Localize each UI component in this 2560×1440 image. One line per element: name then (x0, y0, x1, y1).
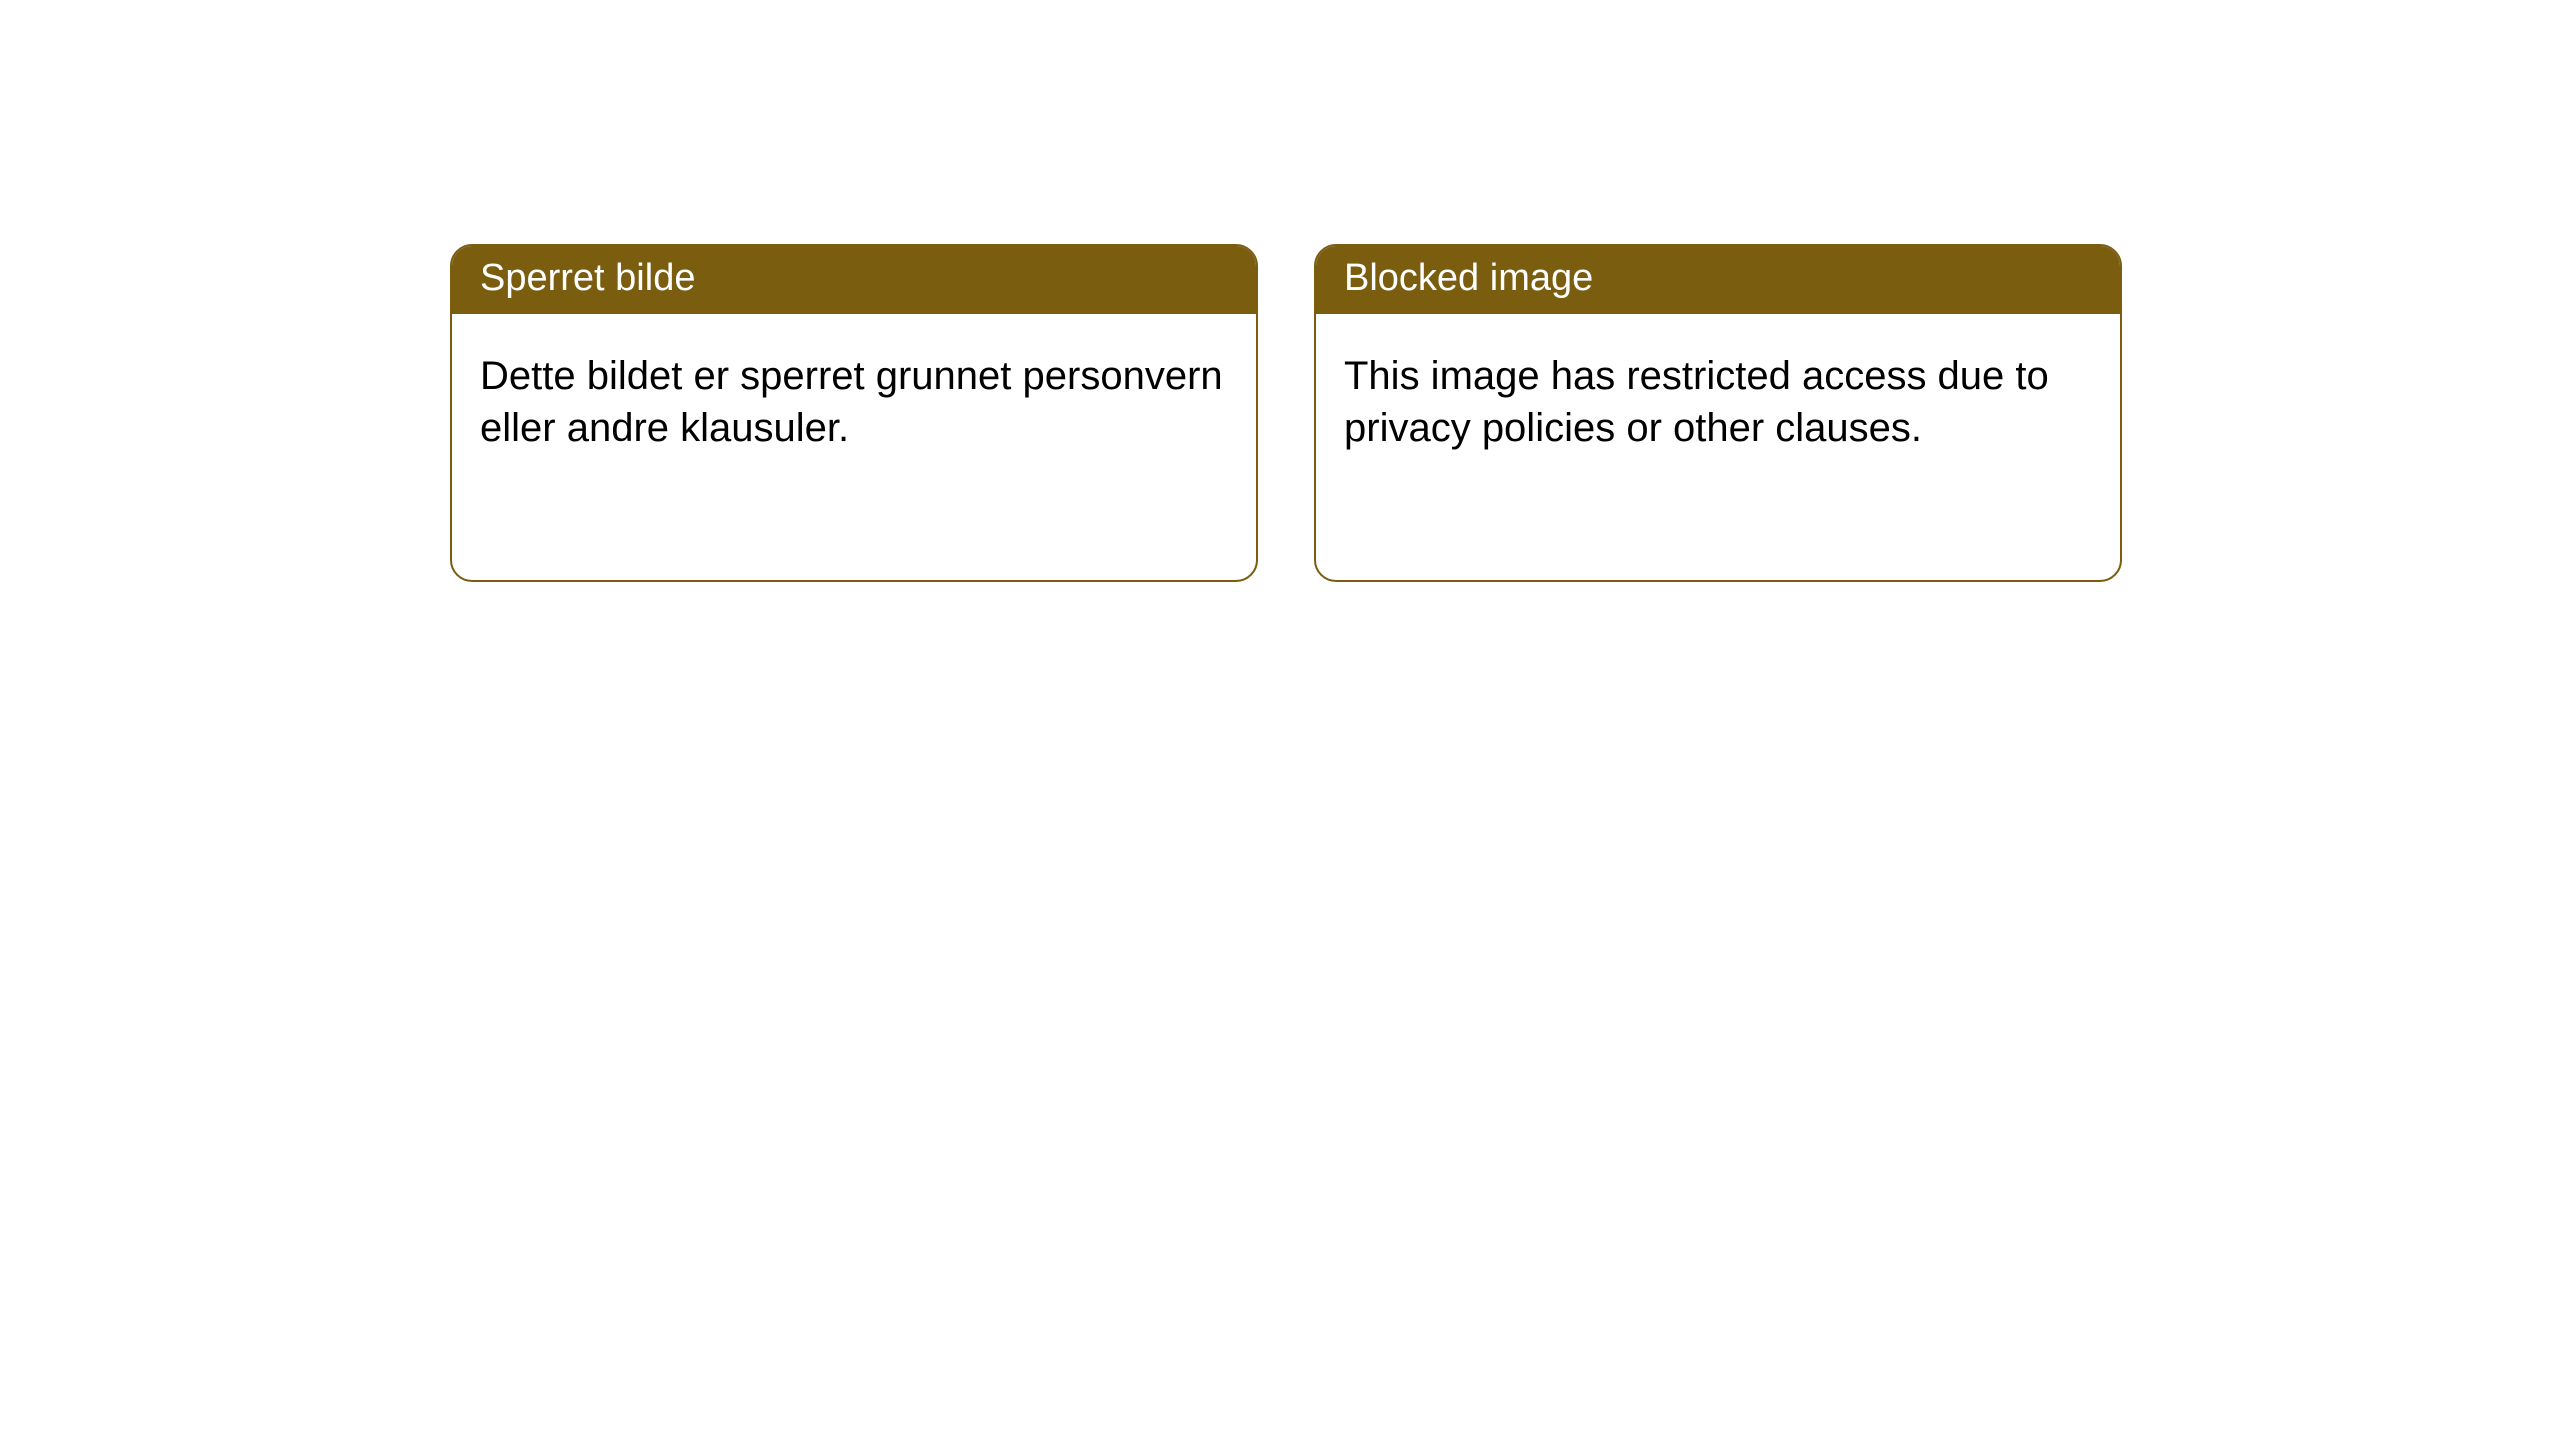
notice-card-norwegian: Sperret bilde Dette bildet er sperret gr… (450, 244, 1258, 582)
card-body-text: This image has restricted access due to … (1344, 354, 2049, 450)
card-body-text: Dette bildet er sperret grunnet personve… (480, 354, 1223, 450)
card-title: Blocked image (1344, 257, 1593, 299)
notice-card-english: Blocked image This image has restricted … (1314, 244, 2122, 582)
card-header: Blocked image (1316, 246, 2120, 314)
card-title: Sperret bilde (480, 257, 695, 299)
notice-container: Sperret bilde Dette bildet er sperret gr… (0, 0, 2560, 582)
card-header: Sperret bilde (452, 246, 1256, 314)
card-body: This image has restricted access due to … (1316, 314, 2120, 482)
card-body: Dette bildet er sperret grunnet personve… (452, 314, 1256, 482)
